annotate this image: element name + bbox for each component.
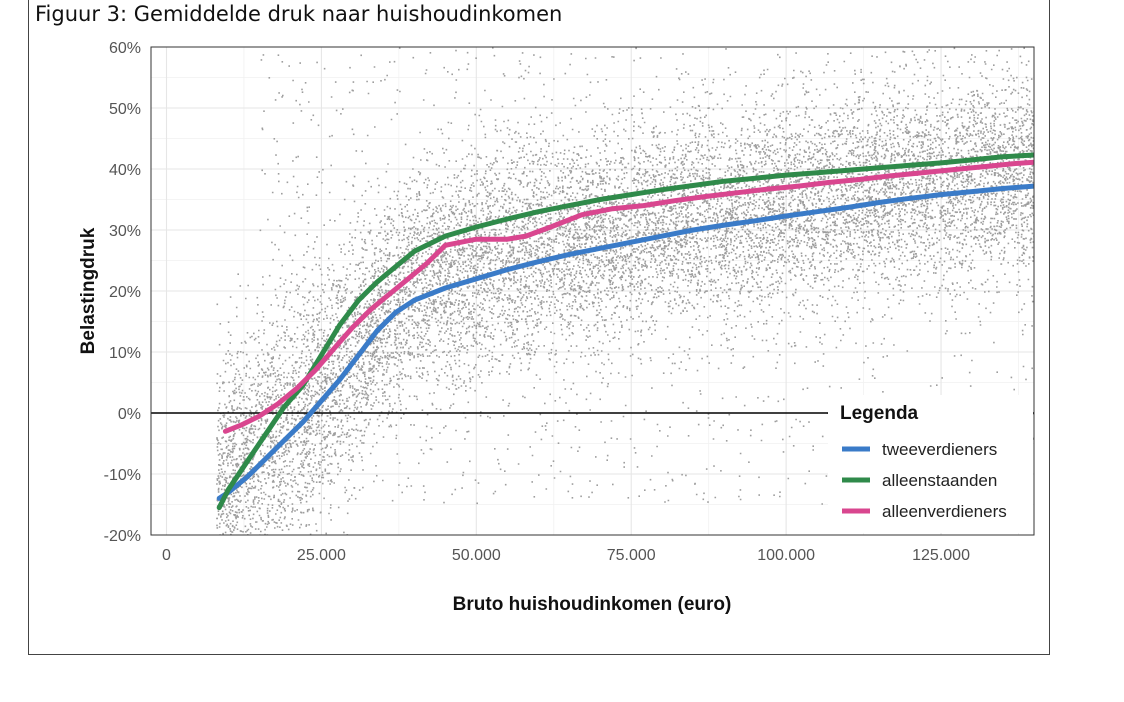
x-tick-label: 25.000: [297, 547, 346, 564]
plot-border: [150, 46, 1035, 536]
y-tick-label: 50%: [109, 101, 141, 118]
y-tick-label: 40%: [109, 162, 141, 179]
series-line-tweeverdieners: [216, 183, 1034, 501]
y-tick-label: 0%: [118, 406, 141, 423]
x-tick-label: 125.000: [912, 547, 970, 564]
legend-label-tweeverdieners: tweeverdieners: [882, 440, 997, 459]
x-tick-label: 0: [162, 547, 171, 564]
x-axis-ticks: 0 25.000 50.000 75.000 100.000 125.000: [162, 547, 970, 564]
x-tick-label: 100.000: [757, 547, 815, 564]
scatter-cloud: [216, 47, 1034, 535]
y-tick-label: -20%: [104, 528, 141, 545]
legend: Legenda tweeverdieners alleenstaanden alle…: [828, 395, 1033, 533]
scatter-points: [216, 47, 1034, 535]
y-tick-label: 10%: [109, 345, 141, 362]
y-axis-ticks: -20% -10% 0% 10% 20% 30% 40% 50% 60%: [104, 40, 141, 545]
legend-title: Legenda: [840, 403, 919, 424]
figure-title: Figuur 3: Gemiddelde druk naar huishoudi…: [35, 2, 563, 26]
series-line-alleenverdieners: [222, 159, 1034, 434]
legend-label-alleenverdieners: alleenverdieners: [882, 502, 1007, 521]
y-axis-title: Belastingdruk: [78, 227, 99, 354]
x-axis-title: Bruto huishoudinkomen (euro): [453, 594, 732, 615]
series-lines: [216, 152, 1034, 511]
legend-label-alleenstaanden: alleenstaanden: [882, 471, 997, 490]
y-tick-label: 20%: [109, 284, 141, 301]
x-tick-label: 75.000: [607, 547, 656, 564]
y-tick-label: -10%: [104, 467, 141, 484]
y-tick-label: 60%: [109, 40, 141, 57]
x-tick-label: 50.000: [452, 547, 501, 564]
figure-frame: [28, 0, 1050, 655]
y-tick-label: 30%: [109, 223, 141, 240]
